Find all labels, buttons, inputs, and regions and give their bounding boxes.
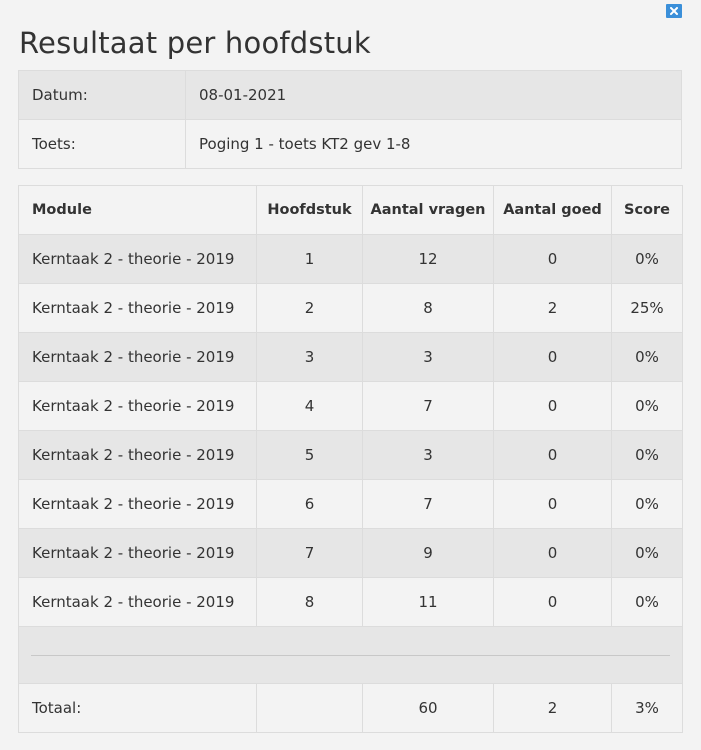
score-cell: 0% [611,528,683,578]
questions-cell: 9 [362,528,494,578]
test-value: Poging 1 - toets KT2 gev 1-8 [185,119,682,169]
correct-cell: 0 [493,479,612,529]
chapter-cell: 7 [256,528,363,578]
test-row: Toets: Poging 1 - toets KT2 gev 1-8 [18,119,682,169]
chapter-cell: 2 [256,283,363,333]
table-row: Kerntaak 2 - theorie - 2019 2 8 2 25% [18,283,683,333]
column-header-score: Score [611,185,683,235]
date-label: Datum: [18,70,186,120]
chapter-cell: 6 [256,479,363,529]
close-button[interactable] [666,4,682,18]
table-row: Kerntaak 2 - theorie - 2019 7 9 0 0% [18,528,683,578]
total-score-cell: 3% [611,683,683,733]
column-header-module: Module [18,185,257,235]
module-cell: Kerntaak 2 - theorie - 2019 [18,577,257,627]
total-correct-cell: 2 [493,683,612,733]
questions-cell: 8 [362,283,494,333]
correct-cell: 0 [493,332,612,382]
score-cell: 0% [611,381,683,431]
module-cell: Kerntaak 2 - theorie - 2019 [18,430,257,480]
score-cell: 0% [611,430,683,480]
chapter-cell: 3 [256,332,363,382]
table-row: Kerntaak 2 - theorie - 2019 5 3 0 0% [18,430,683,480]
table-row: Kerntaak 2 - theorie - 2019 6 7 0 0% [18,479,683,529]
questions-cell: 7 [362,479,494,529]
date-value: 08-01-2021 [185,70,682,120]
module-cell: Kerntaak 2 - theorie - 2019 [18,479,257,529]
questions-cell: 11 [362,577,494,627]
total-label: Totaal: [18,683,257,733]
chapter-cell: 1 [256,234,363,284]
column-header-questions: Aantal vragen [362,185,494,235]
dialog-title: Resultaat per hoofdstuk [19,26,371,60]
module-cell: Kerntaak 2 - theorie - 2019 [18,234,257,284]
table-row: Kerntaak 2 - theorie - 2019 1 12 0 0% [18,234,683,284]
score-cell: 0% [611,234,683,284]
score-cell: 25% [611,283,683,333]
separator-row [18,626,683,684]
chapter-cell: 8 [256,577,363,627]
correct-cell: 0 [493,577,612,627]
chapter-cell: 4 [256,381,363,431]
separator-cell [18,626,683,684]
module-cell: Kerntaak 2 - theorie - 2019 [18,332,257,382]
chapter-cell: 5 [256,430,363,480]
module-cell: Kerntaak 2 - theorie - 2019 [18,528,257,578]
date-row: Datum: 08-01-2021 [18,70,682,120]
module-cell: Kerntaak 2 - theorie - 2019 [18,283,257,333]
table-header-row: Module Hoofdstuk Aantal vragen Aantal go… [18,185,683,235]
column-header-correct: Aantal goed [493,185,612,235]
correct-cell: 0 [493,528,612,578]
correct-cell: 0 [493,381,612,431]
close-icon [670,7,678,15]
questions-cell: 12 [362,234,494,284]
score-cell: 0% [611,332,683,382]
test-label: Toets: [18,119,186,169]
results-table: Module Hoofdstuk Aantal vragen Aantal go… [18,185,683,733]
table-row: Kerntaak 2 - theorie - 2019 8 11 0 0% [18,577,683,627]
meta-table: Datum: 08-01-2021 Toets: Poging 1 - toet… [18,70,682,169]
total-chapter-cell [256,683,363,733]
questions-cell: 3 [362,332,494,382]
table-row: Kerntaak 2 - theorie - 2019 4 7 0 0% [18,381,683,431]
questions-cell: 3 [362,430,494,480]
table-row: Kerntaak 2 - theorie - 2019 3 3 0 0% [18,332,683,382]
correct-cell: 0 [493,234,612,284]
column-header-chapter: Hoofdstuk [256,185,363,235]
total-questions-cell: 60 [362,683,494,733]
score-cell: 0% [611,577,683,627]
score-cell: 0% [611,479,683,529]
divider [31,654,670,656]
questions-cell: 7 [362,381,494,431]
correct-cell: 2 [493,283,612,333]
correct-cell: 0 [493,430,612,480]
total-row: Totaal: 60 2 3% [18,683,683,733]
module-cell: Kerntaak 2 - theorie - 2019 [18,381,257,431]
